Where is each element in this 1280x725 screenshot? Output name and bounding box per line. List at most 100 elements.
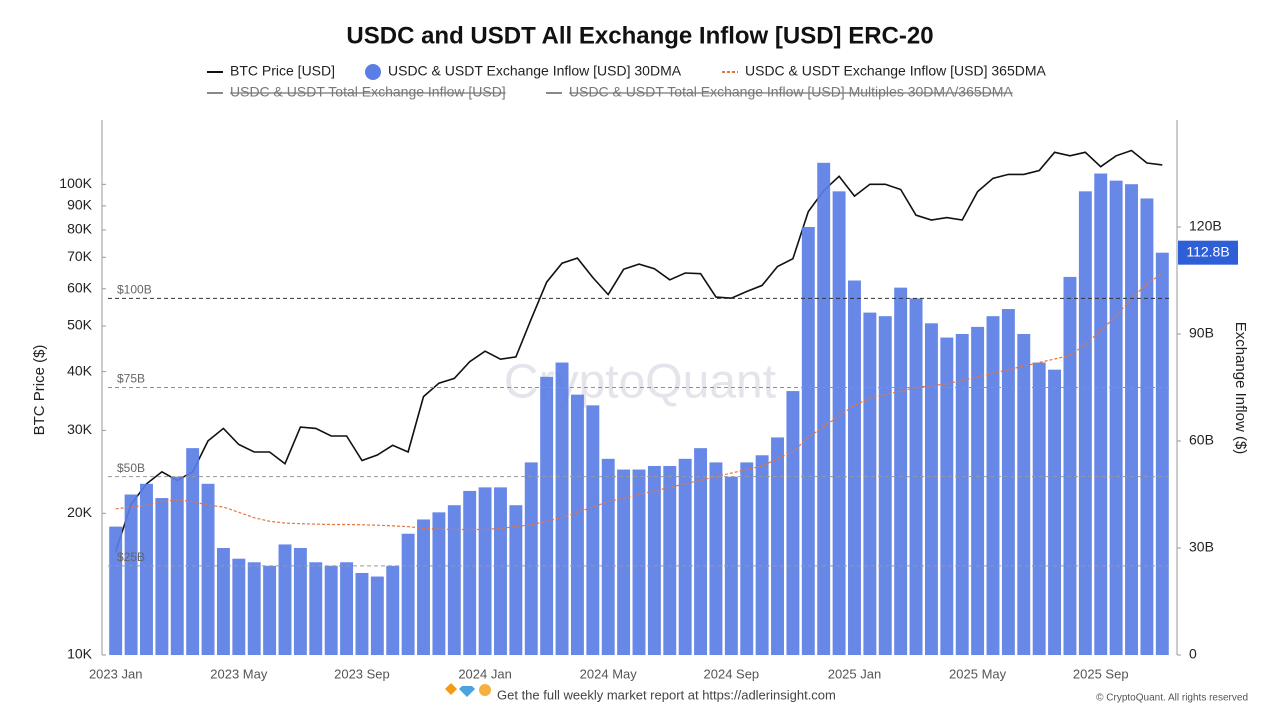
y-tick-label: 40K: [67, 362, 93, 378]
bar: [786, 391, 800, 655]
copyright: © CryptoQuant. All rights reserved: [1096, 693, 1248, 704]
bar: [832, 191, 846, 656]
bar: [1032, 362, 1046, 655]
y-tick-label: 90K: [67, 197, 93, 213]
bar: [386, 565, 400, 655]
line: [115, 272, 1163, 531]
bar: [1048, 369, 1062, 655]
bar: [801, 227, 815, 655]
bar: [570, 394, 584, 655]
value-tag: [1178, 240, 1238, 265]
bar: [494, 487, 507, 655]
bar: [247, 562, 261, 655]
bar: [216, 548, 230, 655]
chart-title: USDC and USDT All Exchange Inflow [USD] …: [346, 22, 933, 49]
line: [114, 149, 1163, 552]
footer: Get the full weekly market report at htt…: [497, 687, 836, 702]
bar: [1155, 252, 1169, 655]
bar: [817, 162, 831, 656]
legend-label[interactable]: USDC & USDT Total Exchange Inflow [USD] …: [569, 84, 1013, 100]
bar: [170, 476, 184, 655]
bar: [540, 376, 554, 655]
bar: [755, 455, 769, 655]
bar: [232, 558, 246, 655]
y-tick-label: 100K: [59, 175, 92, 191]
y-tick-label: 60K: [67, 279, 93, 295]
y-tick-label: 20K: [67, 504, 93, 520]
footer-icon: [459, 686, 475, 697]
bar: [417, 519, 430, 655]
legend-label[interactable]: USDC & USDT Exchange Inflow [USD] 30DMA: [388, 63, 682, 79]
bar: [324, 565, 338, 655]
bar: [155, 498, 169, 655]
bar: [186, 448, 200, 655]
bar: [401, 533, 415, 655]
bar: [355, 572, 369, 655]
y-axis-title: BTC Price ($): [31, 345, 48, 436]
y2-tick-label: 30B: [1189, 539, 1214, 555]
x-tick-label: 2023 Jan: [89, 666, 143, 681]
x-tick-label: 2025 Sep: [1073, 666, 1129, 681]
bar: [201, 483, 215, 655]
bar: [971, 326, 985, 655]
bar: [601, 458, 615, 655]
footer-icon: [445, 683, 457, 695]
bar: [1140, 198, 1154, 655]
x-tick-label: 2024 Jan: [458, 666, 512, 681]
bar: [447, 505, 461, 655]
x-tick-label: 2024 May: [580, 666, 638, 681]
bar: [694, 448, 708, 655]
bar: [432, 512, 446, 655]
bar: [586, 405, 600, 655]
bar: [509, 505, 523, 655]
bar: [986, 316, 1000, 655]
bar: [678, 458, 692, 655]
bar: [1094, 173, 1108, 655]
bar: [1001, 309, 1015, 655]
x-tick-label: 2025 Jan: [828, 666, 882, 681]
bar: [109, 526, 123, 655]
bar: [370, 576, 384, 655]
reference-label: $100B: [117, 283, 152, 297]
bar: [140, 483, 153, 655]
legend-label[interactable]: USDC & USDT Exchange Inflow [USD] 365DMA: [745, 63, 1047, 79]
y-tick-label: 30K: [67, 421, 93, 437]
reference-label: $50B: [117, 461, 145, 475]
y-tick-label: 50K: [67, 317, 93, 333]
legend-marker: [365, 64, 381, 80]
footer-icon: [479, 684, 491, 696]
bar: [278, 544, 292, 655]
y2-tick-label: 60B: [1189, 432, 1214, 448]
value-tag-label: 112.8B: [1186, 243, 1229, 259]
bar: [632, 469, 646, 655]
bar: [309, 562, 323, 655]
bar: [894, 287, 908, 655]
bar: [293, 548, 307, 655]
plot-area: [109, 149, 1169, 656]
y-tick-label: 70K: [67, 248, 93, 264]
bar: [617, 469, 631, 655]
bar: [1063, 276, 1077, 655]
bar: [924, 323, 938, 655]
bar: [955, 334, 969, 655]
bar: [263, 565, 277, 655]
bar: [848, 280, 861, 655]
bar: [463, 490, 477, 655]
legend-label[interactable]: BTC Price [USD]: [230, 63, 335, 79]
reference-label: $75B: [117, 372, 145, 386]
bar: [1109, 180, 1123, 655]
bar: [124, 494, 138, 655]
y2-tick-label: 90B: [1189, 325, 1214, 341]
bar: [878, 316, 892, 655]
x-tick-label: 2025 May: [949, 666, 1007, 681]
bar: [1017, 334, 1031, 655]
bar: [740, 462, 754, 655]
bar: [940, 337, 954, 655]
legend-label[interactable]: USDC & USDT Total Exchange Inflow [USD]: [230, 84, 506, 100]
bar: [1125, 184, 1138, 655]
bar: [663, 465, 677, 655]
x-tick-label: 2024 Sep: [704, 666, 760, 681]
bar: [340, 562, 354, 655]
